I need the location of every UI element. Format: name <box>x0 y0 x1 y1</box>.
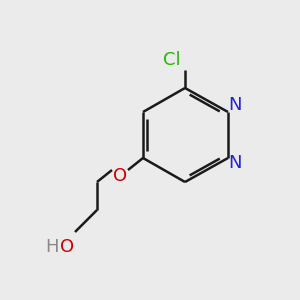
Text: O: O <box>113 167 127 185</box>
Text: O: O <box>60 238 74 256</box>
Text: N: N <box>228 154 242 172</box>
Text: H: H <box>45 238 59 256</box>
Text: Cl: Cl <box>163 51 181 69</box>
Text: N: N <box>228 96 242 114</box>
